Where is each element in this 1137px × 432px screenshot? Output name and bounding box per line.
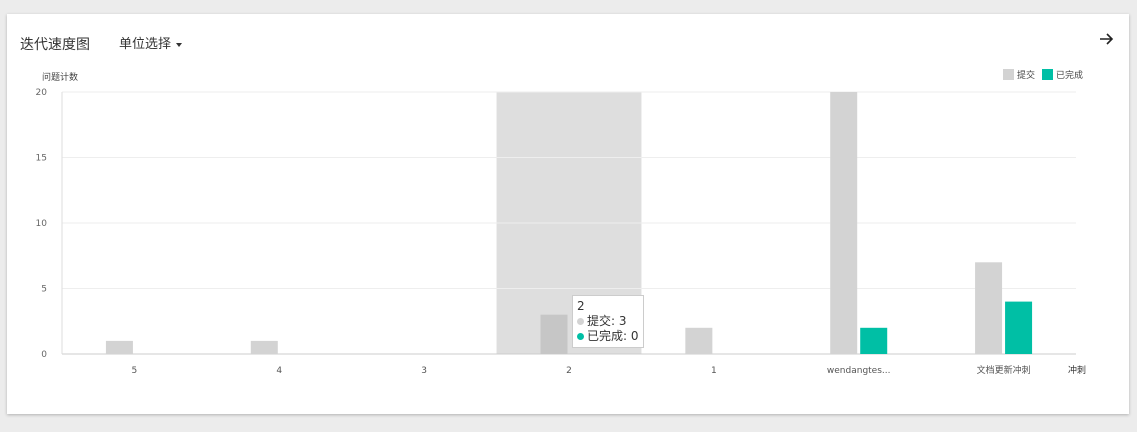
x-axis-label: 冲刺	[1068, 364, 1086, 376]
x-tick-label: 5	[132, 366, 138, 376]
legend-item-completed[interactable]: 已完成	[1041, 68, 1083, 81]
x-tick-label: 3	[421, 366, 427, 376]
x-tick-label: 文档更新冲刺	[977, 364, 1031, 376]
chart-card: 迭代速度图 单位选择 问题计数 提交 已完成 0 5 10 15 20 5 4 3 2 1 wend…	[7, 14, 1129, 414]
legend-swatch-completed	[1041, 69, 1053, 80]
bar-committed	[830, 92, 858, 354]
unit-select-dropdown[interactable]: 单位选择	[119, 33, 183, 52]
y-tick-label: 5	[41, 285, 47, 295]
bar-committed	[685, 327, 713, 354]
x-tick-label: 2	[566, 366, 572, 376]
tooltip-dot-committed	[577, 318, 584, 325]
tooltip-completed-text: 已完成: 0	[587, 329, 639, 343]
x-tick-label: wendangtes...	[827, 366, 891, 376]
tooltip-row-completed: 已完成: 0	[577, 329, 639, 344]
legend-label-completed: 已完成	[1055, 71, 1083, 81]
tooltip-dot-completed	[577, 333, 584, 340]
bar-committed	[250, 340, 278, 354]
bar-completed	[1005, 301, 1033, 354]
chart-plot: 0 5 10 15 20 5 4 3 2 1 wendangtes... 文档更新冲刺 冲刺	[36, 88, 1086, 376]
arrow-right-icon[interactable]	[1097, 30, 1115, 48]
legend-swatch-committed	[1002, 69, 1014, 80]
caret-down-icon	[176, 42, 183, 47]
legend-label-committed: 提交	[1016, 71, 1035, 81]
legend-item-committed[interactable]: 提交	[1002, 68, 1035, 81]
y-tick-label: 0	[41, 350, 47, 360]
bar-committed	[105, 340, 133, 354]
y-tick-label: 10	[36, 219, 48, 229]
unit-select-label: 单位选择	[119, 37, 172, 52]
x-tick-label: 1	[711, 366, 717, 376]
bar-completed	[860, 327, 888, 354]
bar-committed	[975, 262, 1003, 354]
bar-committed	[540, 314, 568, 354]
chart-title: 迭代速度图	[20, 37, 90, 53]
tooltip-row-committed: 提交: 3	[577, 314, 639, 329]
chart-tooltip: 2 提交: 3 已完成: 0	[572, 295, 644, 348]
y-axis-label: 问题计数	[42, 73, 79, 83]
x-tick-label: 4	[276, 366, 282, 376]
y-tick-label: 20	[36, 88, 48, 98]
tooltip-committed-text: 提交: 3	[587, 314, 627, 328]
tooltip-title: 2	[577, 299, 585, 313]
legend: 提交 已完成	[996, 68, 1083, 81]
y-tick-label: 15	[36, 154, 47, 164]
